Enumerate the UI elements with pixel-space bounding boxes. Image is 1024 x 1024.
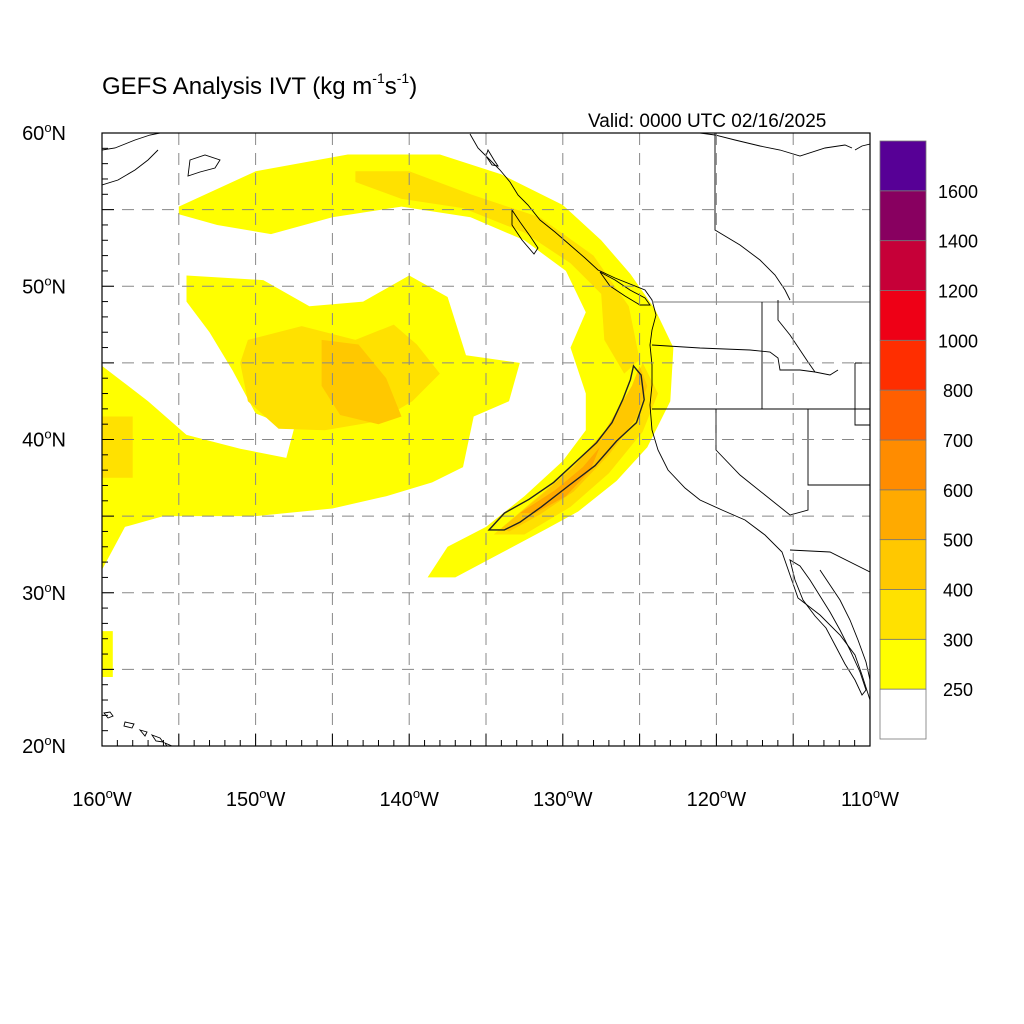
colorbar-label: 700: [943, 431, 973, 451]
colorbar-swatch: [879, 539, 927, 590]
map-title: GEFS Analysis IVT (kg m-1s-1): [102, 70, 418, 101]
axis-ticks: [101, 132, 871, 747]
coastline-baja-california: [789, 559, 867, 696]
colorbar-swatch: [879, 688, 927, 740]
colorbar-label: 250: [943, 680, 973, 700]
colorbar-label: 500: [943, 531, 973, 551]
lon-label: 130oW: [533, 786, 593, 811]
ivt-fill-layer: [102, 154, 674, 677]
colorbar-swatch: [879, 240, 927, 291]
ivt-region-gold-north-arc: [355, 171, 640, 374]
colorbar-swatch: [879, 190, 927, 242]
colorbar-swatch: [879, 339, 927, 391]
colorbar-label: 600: [943, 481, 973, 501]
lon-label: 110oW: [841, 786, 899, 811]
coastline-alaska: [102, 133, 870, 186]
colorbar-label: 800: [943, 381, 973, 401]
lon-label: 160oW: [72, 786, 132, 811]
ivt-500-contour: [487, 364, 645, 531]
colorbar-swatch: [879, 389, 927, 441]
title-prefix: GEFS Analysis IVT (kg m: [102, 73, 373, 100]
colorbar-label: 1400: [938, 232, 978, 252]
lat-label: 60oN: [22, 120, 66, 145]
colorbar: 250 300 400 500 600 700 800 1000 1200 1400 1600: [879, 140, 978, 740]
title-suffix: ): [409, 73, 418, 100]
lat-label: 50oN: [22, 273, 66, 298]
political-borders-layer: [651, 133, 870, 573]
alaska-border-line: [714, 133, 791, 301]
colorbar-swatch: [879, 589, 927, 640]
colorbar-swatch: [879, 638, 927, 690]
title-exponent-1: -1: [372, 70, 385, 86]
colorbar-label: 300: [943, 630, 973, 650]
lat-label: 20oN: [22, 733, 66, 758]
colorbar-label: 1600: [938, 182, 978, 202]
ivt-region-yellow-arc-north: [178, 154, 674, 578]
ivt-region-orange-central: [321, 339, 402, 425]
ivt-region-gold-west-patch: [102, 416, 133, 478]
valid-time: Valid: 0000 UTC 02/16/2025: [588, 111, 827, 132]
colorbar-swatch: [879, 140, 927, 192]
colorbar-swatch: [879, 439, 927, 491]
colorbar-label: 1000: [938, 331, 978, 351]
title-mid: s: [384, 73, 397, 100]
lon-label: 120oW: [687, 786, 747, 811]
us-state-border-lines: [651, 300, 870, 573]
colorbar-swatch: [879, 290, 927, 341]
colorbar-swatch: [879, 489, 927, 540]
colorbar-label: 1200: [938, 282, 978, 302]
lat-label: 30oN: [22, 580, 66, 605]
coastline-north-america: [469, 133, 870, 701]
coastline-hawaii: [103, 711, 174, 746]
lat-lon-grid: [102, 133, 870, 746]
colorbar-label: 400: [943, 581, 973, 601]
lon-label: 150oW: [226, 786, 286, 811]
title-exponent-2: -1: [396, 70, 410, 86]
axis-labels: 60oN 50oN 40oN 30oN 20oN 160oW 150oW 140oW 130oW…: [22, 120, 899, 811]
coastline-mexico-mainland: [819, 569, 870, 681]
lat-label: 40oN: [22, 427, 66, 452]
lon-label: 140oW: [379, 786, 439, 811]
